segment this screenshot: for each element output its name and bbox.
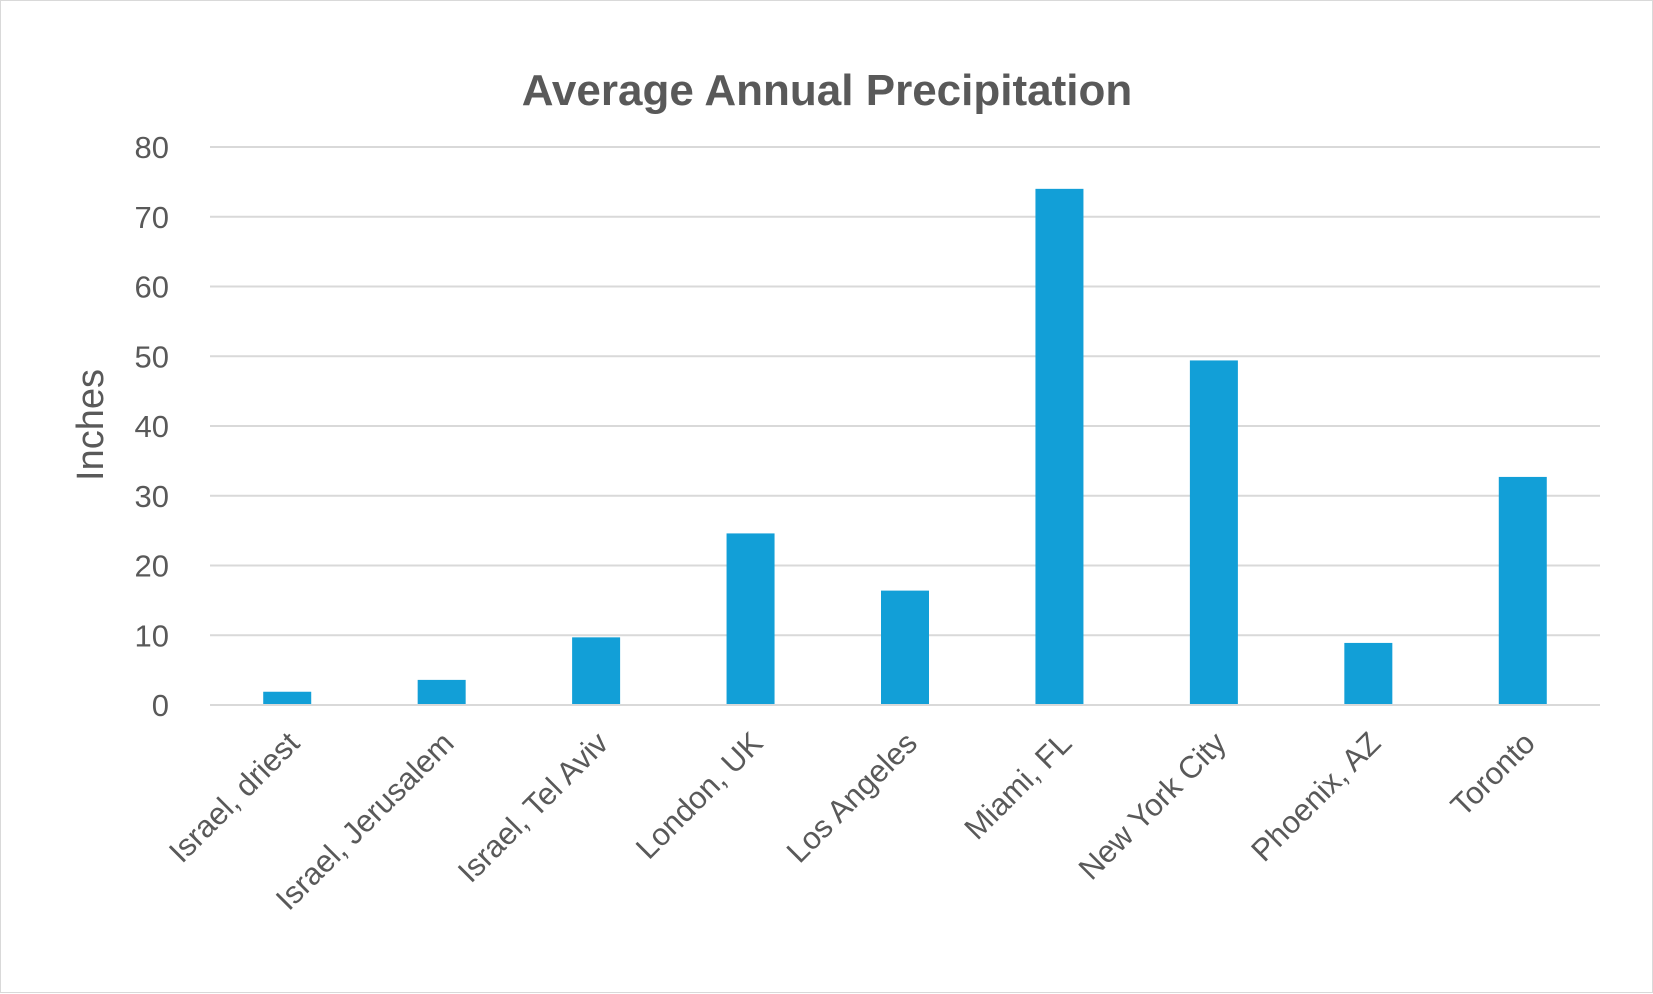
chart-title: Average Annual Precipitation xyxy=(522,66,1132,115)
bar xyxy=(572,637,621,705)
bars xyxy=(263,188,1547,706)
y-tick-label: 0 xyxy=(152,688,169,723)
bar xyxy=(1035,188,1084,706)
x-tick-label: Toronto xyxy=(1444,725,1542,823)
bar xyxy=(726,533,775,705)
bar xyxy=(1189,360,1238,705)
bar xyxy=(881,590,929,705)
y-tick-label: 70 xyxy=(135,200,169,235)
x-tick-label: New York City xyxy=(1072,725,1234,887)
y-tick-label: 50 xyxy=(135,339,169,374)
bar xyxy=(263,691,312,705)
y-tick-label: 80 xyxy=(135,130,169,165)
y-axis-ticks: 0 10 20 30 40 50 60 70 80 xyxy=(135,130,169,723)
x-tick-label: Israel, Tel Aviv xyxy=(451,725,615,889)
y-tick-label: 30 xyxy=(135,479,169,514)
bar xyxy=(1498,476,1547,705)
y-tick-label: 20 xyxy=(135,549,169,584)
bar xyxy=(417,679,466,705)
x-tick-label: Israel, driest xyxy=(162,725,306,869)
bar xyxy=(1344,642,1393,705)
gridlines xyxy=(210,146,1600,637)
y-axis-label: Inches xyxy=(70,369,112,481)
y-tick-label: 40 xyxy=(135,409,169,444)
y-tick-label: 60 xyxy=(135,270,169,305)
x-tick-label: London, UK xyxy=(629,725,770,866)
x-tick-label: Los Angeles xyxy=(780,725,924,869)
y-tick-label: 10 xyxy=(135,618,169,653)
x-tick-label: Phoenix, AZ xyxy=(1244,725,1387,868)
x-tick-label: Miami, FL xyxy=(957,725,1078,846)
